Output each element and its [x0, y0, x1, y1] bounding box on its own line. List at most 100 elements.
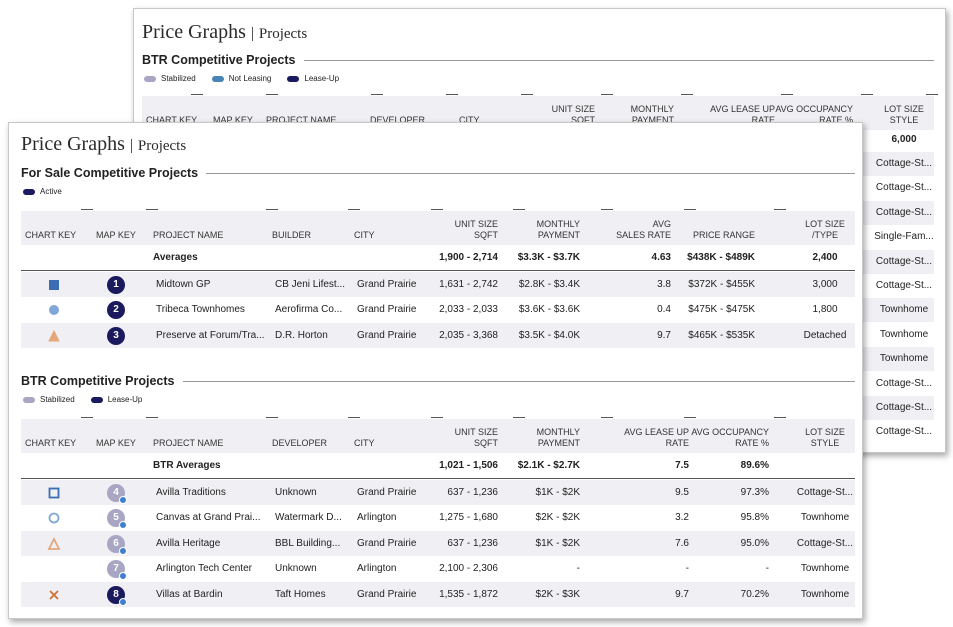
table-cell: - — [765, 563, 769, 574]
table-cell: $372K - $455K — [688, 278, 755, 290]
map-key-number: 3 — [113, 329, 119, 341]
map-key-dot — [119, 572, 127, 580]
section-rule — [182, 381, 855, 382]
table-cell: Unknown — [275, 486, 317, 498]
table-cell: 97.3% — [740, 486, 769, 498]
table-cell: Avilla Heritage — [156, 537, 221, 549]
header-dash — [431, 417, 443, 418]
column-header: PAYMENT — [537, 438, 580, 448]
map-key-badge — [107, 326, 125, 345]
column-header: UNIT SIZE — [454, 219, 498, 229]
averages-cell: 4.63 — [651, 252, 671, 263]
table-cell: $2.8K - $3.4K — [518, 278, 580, 290]
chart-key-shape — [49, 279, 59, 290]
table-cell: Midtown GP — [156, 278, 211, 290]
column-header: STYLE — [889, 115, 919, 125]
chart-key-icon — [47, 536, 61, 550]
table-cell: BBL Building... — [275, 537, 341, 549]
table-cell: Grand Prairie — [357, 329, 417, 341]
table-cell: Arlington — [357, 563, 397, 574]
chart-key-icon — [49, 305, 59, 315]
table-cell: 7.6 — [675, 537, 689, 549]
column-header: AVG LEASE UP — [710, 104, 775, 114]
chart-key-icon — [48, 512, 60, 524]
header-dash — [521, 94, 533, 95]
column-header: RATE % — [819, 115, 853, 125]
header-dash — [266, 209, 278, 210]
table-cell: Grand Prairie — [357, 588, 417, 600]
header-dash — [146, 417, 158, 418]
map-key-dot — [119, 521, 127, 529]
table-cell: Cottage-St... — [875, 402, 933, 413]
header-dash — [774, 417, 786, 418]
column-header: CITY — [354, 438, 375, 448]
map-key-number: 8 — [113, 588, 119, 600]
column-header: BUILDER — [272, 230, 312, 240]
table-cell: 9.5 — [675, 486, 689, 498]
column-header: AVG LEASE UP — [624, 427, 689, 437]
table-cell: Arlington — [357, 512, 397, 523]
column-header: CHART KEY — [25, 230, 77, 240]
table-cell: - — [576, 563, 580, 574]
column-header: MAP KEY — [96, 438, 136, 448]
row-band — [21, 323, 855, 348]
header-dash — [513, 417, 525, 418]
table-cell: Townhome — [800, 563, 850, 574]
header-dash — [371, 94, 383, 95]
header-dash — [146, 209, 158, 210]
column-header: PROJECT NAME — [266, 115, 337, 125]
averages-rule — [21, 478, 855, 479]
column-header: AVG OCCUPANCY — [691, 427, 769, 437]
table-cell: 0.4 — [657, 304, 671, 315]
section-title: BTR Competitive Projects — [21, 374, 175, 388]
header-dash — [266, 417, 278, 418]
table-cell: 3.8 — [657, 278, 671, 290]
header-dash — [684, 209, 696, 210]
table-cell: Townhome — [879, 353, 929, 365]
column-header: LOT SIZE — [805, 219, 845, 229]
table-cell: $2K - $3K — [535, 588, 580, 600]
table-cell: Canvas at Grand Prai... — [156, 512, 261, 523]
chart-key-shape — [48, 487, 60, 498]
table-cell: Cottage-St... — [875, 206, 933, 218]
header-dash — [446, 94, 458, 95]
column-header: MONTHLY — [536, 219, 580, 229]
legend-label: Lease-Up — [107, 395, 143, 404]
header-dash — [926, 94, 938, 95]
legend-label: Lease-Up — [304, 74, 340, 83]
table-cell: 1,800 — [812, 304, 838, 315]
column-header: LOT SIZE — [805, 427, 845, 437]
chart-key-icon — [49, 589, 59, 600]
table-cell: Townhome — [800, 512, 850, 523]
chart-key-shape — [47, 536, 61, 550]
chart-key-icon — [49, 279, 59, 290]
table-cell: Cottage-St... — [875, 182, 933, 194]
table-cell: Detached — [803, 329, 847, 341]
map-key-dot — [119, 495, 127, 504]
table-cell: Cottage-St... — [875, 255, 933, 267]
legend-label: Not Leasing — [228, 74, 272, 83]
column-header: PAYMENT — [537, 230, 580, 240]
column-header: CHART KEY — [25, 438, 77, 448]
table-cell: 9.7 — [657, 329, 671, 341]
header-dash — [266, 94, 278, 95]
table-cell: Avilla Traditions — [156, 486, 226, 498]
table-cell: Cottage-St... — [875, 280, 933, 291]
table-cell: Cottage-St... — [796, 486, 854, 498]
column-header: RATE — [751, 115, 775, 125]
map-key-number: 5 — [113, 512, 119, 523]
table-cell: D.R. Horton — [275, 329, 328, 341]
table-header — [21, 419, 855, 453]
table-header — [21, 211, 855, 245]
table-cell: 2,033 - 2,033 — [439, 304, 498, 315]
table-cell: $1K - $2K — [535, 537, 580, 549]
chart-key-icon — [48, 487, 60, 498]
column-header: AVG — [652, 219, 671, 229]
legend-label: Stabilized — [40, 395, 75, 404]
map-key-number: 1 — [113, 278, 119, 290]
header-dash — [191, 94, 203, 95]
table-cell: Preserve at Forum/Tra... — [156, 329, 265, 341]
averages-cell: 2,400 — [812, 252, 838, 263]
column-header: PRICE RANGE — [692, 230, 755, 240]
row-band — [21, 480, 855, 505]
